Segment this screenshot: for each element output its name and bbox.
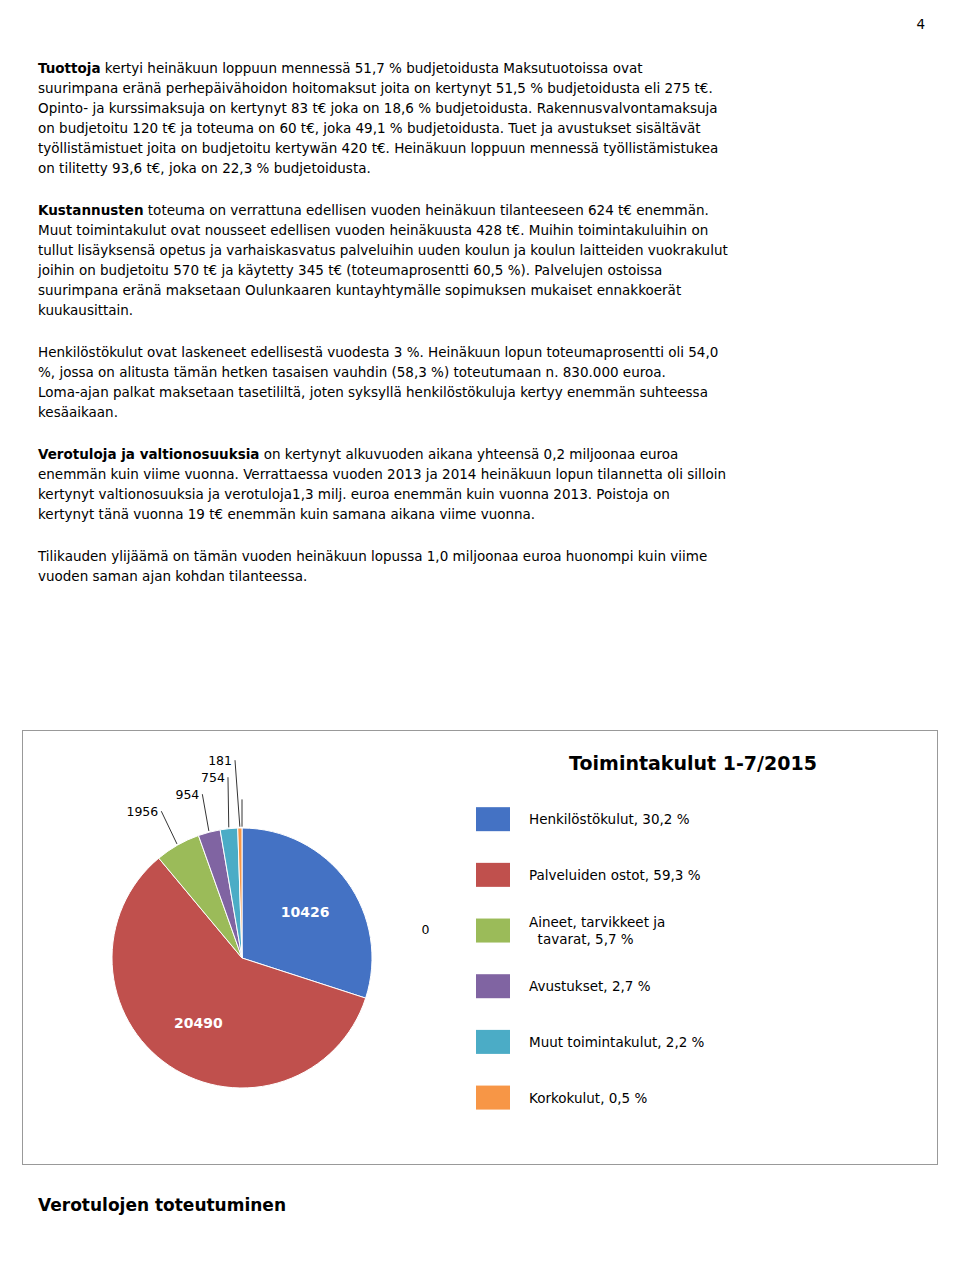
text-line: kesäaikaan.	[38, 402, 118, 422]
pie-slice	[238, 828, 242, 958]
text-line: Muut toimintakulut ovat nousseet edellis…	[38, 220, 708, 240]
leader-line	[202, 794, 209, 831]
body-text: kertynyt tänä vuonna 19 t€ enemmän kuin …	[38, 506, 535, 522]
legend-swatch	[476, 919, 510, 943]
legend-label: Avustukset, 2,7 %	[529, 978, 651, 994]
bold-text: Verotuloja ja valtionosuuksia	[38, 446, 259, 462]
legend-swatch	[476, 1086, 510, 1110]
legend-swatch	[476, 807, 510, 831]
legend-label-line: Korkokulut, 0,5 %	[529, 1090, 647, 1106]
chart-title: Toimintakulut 1-7/2015	[569, 752, 817, 774]
body-text: on budjetoitu 120 t€ ja toteuma on 60 t€…	[38, 120, 701, 136]
body-text: kertynyt valtionosuuksia ja verotuloja1,…	[38, 486, 670, 502]
body-text: Opinto- ja kurssimaksuja on kertynyt 83 …	[38, 100, 718, 116]
legend-label: Palveluiden ostot, 59,3 %	[529, 867, 701, 883]
legend: Henkilöstökulut, 30,2 % Palveluiden ostot…	[476, 807, 705, 1109]
body-text: tullut lisäyksensä opetus ja varhaiskasv…	[38, 242, 728, 258]
bold-text: Tuottoja	[38, 60, 101, 76]
legend-label: Korkokulut, 0,5 %	[529, 1090, 647, 1106]
body-text: suurimpana eränä maksetaan Oulunkaaren k…	[38, 282, 681, 298]
data-label: 20490	[174, 1015, 223, 1031]
body-text: kesäaikaan.	[38, 404, 118, 420]
legend-label-line: Henkilöstökulut, 30,2 %	[529, 811, 690, 827]
legend-swatch	[476, 974, 510, 998]
body-text: on kertynyt alkuvuoden aikana yhteensä 0…	[259, 446, 678, 462]
text-line: kuukausittain.	[38, 300, 133, 320]
data-label: 10426	[281, 904, 330, 920]
text-line: vuoden saman ajan kohdan tilanteessa.	[38, 566, 307, 586]
text-line: tullut lisäyksensä opetus ja varhaiskasv…	[38, 240, 728, 260]
body-text: vuoden saman ajan kohdan tilanteessa.	[38, 568, 307, 584]
footer-text: Verotulojen toteutuminen	[38, 1195, 286, 1215]
text-line: joihin on budjetoitu 570 t€ ja käytetty …	[38, 260, 662, 280]
body-text: Loma-ajan palkat maksetaan tasetililtä, …	[38, 384, 708, 400]
footer: Verotulojen toteutuminen	[38, 1195, 286, 1215]
text-line: on tilitetty 93,6 t€, joka on 22,3 % bud…	[38, 158, 371, 178]
legend-label-line: Avustukset, 2,7 %	[529, 978, 651, 994]
chart: 10426 20490 1956 954754 181 0 Toimintakulut 1-…	[22, 730, 938, 1165]
body-text: Henkilöstökulut ovat laskeneet edellises…	[38, 344, 718, 360]
data-labels: 10426 20490 1956 954754 181	[126, 753, 329, 1031]
annotation: 0	[421, 922, 429, 937]
legend-swatch	[476, 1030, 510, 1054]
legend-label: Muut toimintakulut, 2,2 %	[529, 1034, 705, 1050]
text-line: Henkilöstökulut ovat laskeneet edellises…	[38, 342, 718, 362]
leader-line	[161, 811, 177, 844]
data-label: 954	[175, 787, 199, 802]
text-line: %, jossa on alitusta tämän hetken tasais…	[38, 362, 666, 382]
body-text: enemmän kuin viime vuonna. Verrattaessa …	[38, 466, 726, 482]
data-label: 754	[201, 770, 225, 785]
page-number-text: 4	[916, 16, 925, 32]
data-label: 1956	[126, 804, 158, 819]
bold-text: Kustannusten	[38, 202, 144, 218]
text-line: Tilikauden ylijäämä on tämän vuoden hein…	[38, 546, 707, 566]
text-line: Kustannusten toteuma on verrattuna edell…	[38, 200, 709, 220]
leader-line	[235, 760, 240, 827]
text-line: Opinto- ja kurssimaksuja on kertynyt 83 …	[38, 98, 718, 118]
text-line: Tuottoja kertyi heinäkuun loppuun mennes…	[38, 58, 642, 78]
text-line: työllistämistuet joita on budjetoitu ker…	[38, 138, 718, 158]
body-text: työllistämistuet joita on budjetoitu ker…	[38, 140, 718, 156]
legend-label-line: Aineet, tarvikkeet ja	[529, 914, 665, 930]
legend-label-line: tavarat, 5,7 %	[529, 931, 634, 947]
text-line: enemmän kuin viime vuonna. Verrattaessa …	[38, 464, 726, 484]
legend-label-line: Muut toimintakulut, 2,2 %	[529, 1034, 705, 1050]
chart-border	[23, 731, 938, 1165]
body-text: %, jossa on alitusta tämän hetken tasais…	[38, 364, 666, 380]
body-text: on tilitetty 93,6 t€, joka on 22,3 % bud…	[38, 160, 371, 176]
text-line: Verotuloja ja valtionosuuksia on kertyny…	[38, 444, 678, 464]
body-text: suurimpana eränä perhepäivähoidon hoitom…	[38, 80, 713, 96]
text-line: suurimpana eränä maksetaan Oulunkaaren k…	[38, 280, 681, 300]
page: 4 Tuottoja kertyi heinäkuun loppuun menne…	[0, 0, 960, 1261]
text-line: kertynyt valtionosuuksia ja verotuloja1,…	[38, 484, 670, 504]
body-text: Muut toimintakulut ovat nousseet edellis…	[38, 222, 708, 238]
annotation-line	[242, 799, 243, 826]
text-line: kertynyt tänä vuonna 19 t€ enemmän kuin …	[38, 504, 535, 524]
legend-label-line: Palveluiden ostot, 59,3 %	[529, 867, 701, 883]
leader-line	[227, 777, 229, 827]
page-number: 4	[916, 14, 925, 34]
text-line: on budjetoitu 120 t€ ja toteuma on 60 t€…	[38, 118, 701, 138]
text-line: suurimpana eränä perhepäivähoidon hoitom…	[38, 78, 713, 98]
text-line: Loma-ajan palkat maksetaan tasetililtä, …	[38, 382, 708, 402]
body-text: kuukausittain.	[38, 302, 133, 318]
legend-swatch	[476, 863, 510, 887]
data-label: 181	[208, 753, 232, 768]
body-text: toteuma on verrattuna edellisen vuoden h…	[144, 202, 709, 218]
legend-label: Henkilöstökulut, 30,2 %	[529, 811, 690, 827]
body-text: Tilikauden ylijäämä on tämän vuoden hein…	[38, 548, 707, 564]
pie-slice	[220, 828, 242, 958]
body-text: joihin on budjetoitu 570 t€ ja käytetty …	[38, 262, 662, 278]
legend-label: Aineet, tarvikkeet ja tavarat, 5,7 %	[529, 914, 665, 947]
pie	[112, 828, 372, 1088]
body-text: kertyi heinäkuun loppuun mennessä 51,7 %…	[101, 60, 643, 76]
